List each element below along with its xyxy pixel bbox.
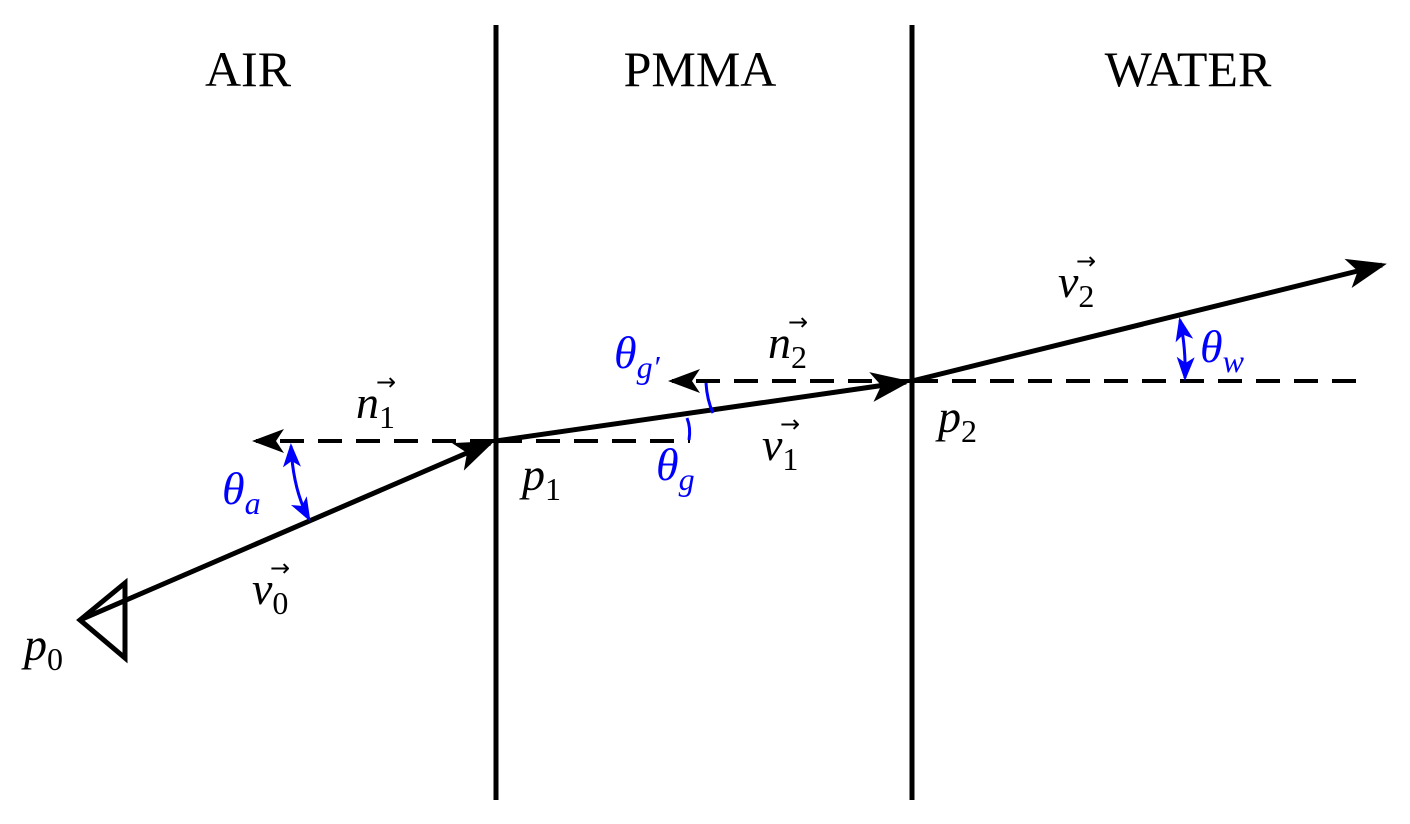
ray-v2 (911, 258, 1387, 384)
svg-text:n1: n1 (356, 377, 395, 435)
svg-text:n2: n2 (768, 317, 807, 375)
angle-arc-theta-w (1175, 317, 1195, 381)
angle-arc-theta-g-prime (704, 382, 715, 414)
label-theta-a: θa (222, 463, 261, 521)
region-label-air: AIR (205, 41, 292, 97)
ray-v1 (495, 372, 911, 444)
angle-arc-theta-a (282, 443, 311, 522)
svg-text:v2: v2 (1058, 256, 1094, 314)
svg-text:v1: v1 (762, 419, 798, 477)
label-v1: v1 → (762, 410, 800, 477)
svg-text:→: → (270, 554, 290, 582)
triangle-camera-icon (76, 577, 128, 664)
label-p1: p1 (519, 449, 561, 507)
label-n2: n2 → (768, 308, 808, 375)
svg-text:→: → (1076, 247, 1096, 275)
angle-arc-theta-g (685, 417, 692, 441)
svg-text:→: → (788, 308, 808, 336)
svg-text:→: → (780, 410, 800, 438)
region-label-water: WATER (1105, 41, 1272, 97)
label-v0: v0 → (252, 554, 290, 621)
region-label-pmma: PMMA (624, 41, 777, 97)
label-v2: v2 → (1058, 247, 1096, 314)
svg-text:v0: v0 (252, 563, 288, 621)
label-theta-g: θg (656, 439, 695, 497)
label-n1: n1 → (356, 368, 396, 435)
svg-text:→: → (376, 368, 396, 396)
label-p0: p0 (21, 619, 63, 677)
label-theta-w: θw (1200, 321, 1245, 379)
label-theta-g-prime: θg′ (614, 327, 661, 385)
label-p2: p2 (935, 391, 977, 449)
ray-v0 (79, 440, 495, 623)
